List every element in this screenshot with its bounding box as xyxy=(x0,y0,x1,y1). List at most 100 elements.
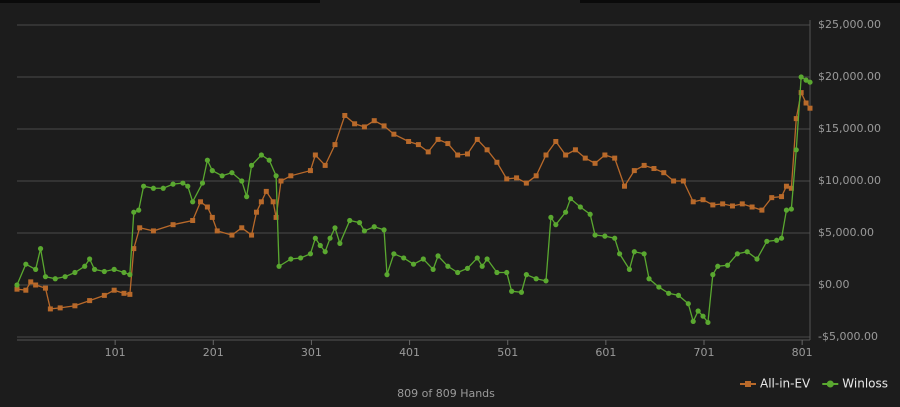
point xyxy=(239,225,245,231)
point xyxy=(553,138,559,144)
point xyxy=(337,240,343,246)
point xyxy=(612,235,618,241)
point xyxy=(14,286,20,292)
point xyxy=(656,284,662,290)
point xyxy=(23,261,29,267)
point xyxy=(136,207,142,213)
point xyxy=(563,209,569,215)
point xyxy=(57,305,63,311)
point xyxy=(690,318,696,324)
point xyxy=(101,292,107,298)
point xyxy=(563,152,569,158)
point xyxy=(33,282,39,288)
y-tick-label: $5,000.00 xyxy=(818,226,874,239)
x-tick-label: 601 xyxy=(595,346,616,359)
x-tick-label: 501 xyxy=(497,346,518,359)
point xyxy=(671,178,677,184)
point xyxy=(288,173,294,179)
point xyxy=(101,268,107,275)
point xyxy=(239,178,245,184)
point xyxy=(91,266,98,272)
point xyxy=(276,263,282,269)
point xyxy=(72,269,78,276)
point xyxy=(793,116,799,122)
point xyxy=(391,251,397,257)
point xyxy=(317,242,323,249)
point xyxy=(198,199,204,205)
y-tick-label: $0.00 xyxy=(818,278,850,291)
point xyxy=(332,142,338,148)
point xyxy=(474,136,480,142)
point xyxy=(14,282,20,288)
point xyxy=(170,222,176,228)
point xyxy=(361,124,367,130)
point xyxy=(631,168,637,174)
point xyxy=(533,276,539,282)
point xyxy=(700,313,706,319)
point xyxy=(774,237,780,243)
point xyxy=(435,253,441,259)
point xyxy=(371,224,377,230)
point xyxy=(180,180,186,186)
legend-label: Winloss xyxy=(842,377,888,391)
point xyxy=(307,251,314,257)
point xyxy=(356,220,363,226)
point xyxy=(759,207,765,213)
point xyxy=(788,206,794,212)
point xyxy=(121,269,127,276)
point xyxy=(445,141,451,147)
point xyxy=(626,266,633,272)
point xyxy=(807,105,813,111)
point xyxy=(504,269,510,276)
point xyxy=(229,232,235,238)
y-tick-label: $20,000.00 xyxy=(818,70,881,83)
point xyxy=(479,263,485,269)
point xyxy=(131,246,137,252)
point xyxy=(533,173,539,179)
point xyxy=(111,287,117,293)
y-tick-label: $15,000.00 xyxy=(818,122,881,135)
point xyxy=(739,201,745,207)
point xyxy=(209,168,215,174)
point xyxy=(258,152,264,158)
point xyxy=(131,209,137,215)
point xyxy=(695,308,701,314)
point xyxy=(219,173,225,179)
point xyxy=(204,157,210,163)
point xyxy=(401,255,407,261)
point xyxy=(204,204,210,210)
point xyxy=(680,178,686,184)
x-tick-label: 701 xyxy=(694,346,715,359)
point xyxy=(347,217,353,224)
point xyxy=(248,162,255,168)
point xyxy=(710,202,716,208)
point xyxy=(587,211,593,217)
point xyxy=(484,147,490,153)
point xyxy=(734,251,740,257)
point xyxy=(523,180,529,186)
point xyxy=(420,256,426,262)
point xyxy=(518,289,525,295)
point xyxy=(543,278,549,284)
point xyxy=(783,207,790,213)
point xyxy=(631,249,637,255)
point xyxy=(273,214,279,220)
point xyxy=(612,155,618,161)
point xyxy=(710,272,716,278)
point xyxy=(327,235,333,241)
footer: 809 of 809 Hands xyxy=(397,387,495,400)
point xyxy=(651,166,657,172)
point xyxy=(52,276,58,282)
y-tick-label: -$5,000.00 xyxy=(818,330,878,343)
legend-label: All-in-EV xyxy=(760,377,811,391)
point xyxy=(288,256,294,262)
point xyxy=(42,274,49,280)
point xyxy=(209,214,215,220)
point xyxy=(720,201,726,207)
point xyxy=(509,288,515,294)
y-tick-label: $10,000.00 xyxy=(818,174,881,187)
point xyxy=(602,152,608,158)
point xyxy=(111,266,117,272)
top-strip xyxy=(0,0,320,3)
point xyxy=(249,232,255,238)
